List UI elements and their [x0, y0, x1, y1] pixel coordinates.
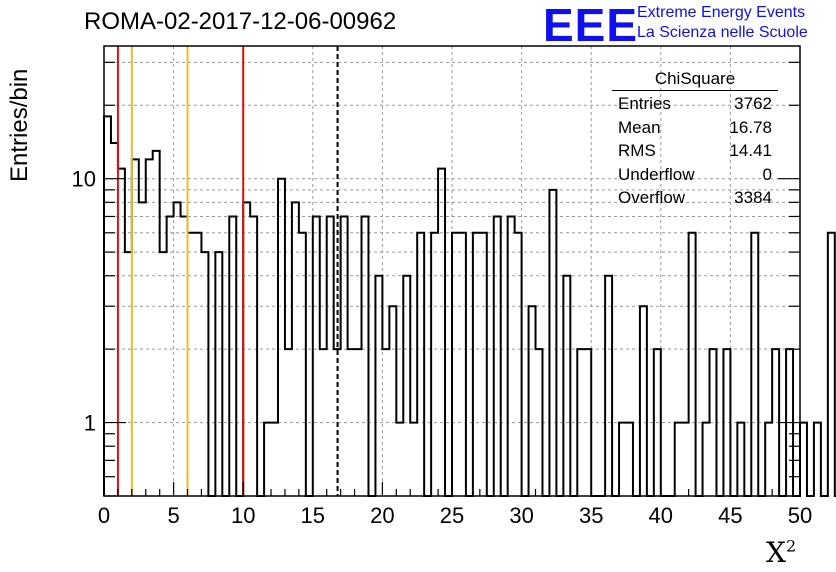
- x-tick-label: 25: [440, 503, 464, 528]
- x-axis-label: X2: [766, 536, 797, 569]
- x-tick-label: 0: [98, 503, 110, 528]
- y-tick-label: 1: [84, 411, 96, 436]
- x-tick-label: 10: [231, 503, 255, 528]
- y-axis-label: Entries/bin: [6, 68, 33, 182]
- stats-row-underflow: Underflow 0: [618, 164, 772, 184]
- x-tick-label: 40: [649, 503, 673, 528]
- logo-line-2: La Scienza nelle Scuole: [637, 24, 808, 41]
- x-tick-label: 15: [301, 503, 325, 528]
- stats-divider: [612, 90, 778, 91]
- stats-row-entries: Entries 3762: [618, 94, 772, 113]
- x-tick-label: 45: [718, 503, 742, 528]
- eee-logo: EEE: [543, 0, 639, 51]
- x-tick-label: 50: [788, 503, 812, 528]
- stats-row-rms: RMS 14.41: [618, 141, 772, 160]
- logo-line-1: Extreme Energy Events: [637, 4, 806, 21]
- x-tick-label: 5: [167, 503, 179, 528]
- chart-title: ROMA-02-2017-12-06-00962: [84, 8, 397, 35]
- stats-box: ChiSquare Entries 3762 Mean 16.78 RMS 14.41…: [612, 68, 778, 210]
- x-tick-label: 30: [509, 503, 533, 528]
- stats-name: ChiSquare: [654, 69, 736, 88]
- x-tick-label: 20: [370, 503, 394, 528]
- stats-row-overflow: Overflow 3384: [618, 188, 772, 207]
- x-tick-label: 35: [579, 503, 603, 528]
- y-tick-label: 10: [72, 167, 96, 192]
- stats-row-mean: Mean 16.78: [618, 117, 772, 137]
